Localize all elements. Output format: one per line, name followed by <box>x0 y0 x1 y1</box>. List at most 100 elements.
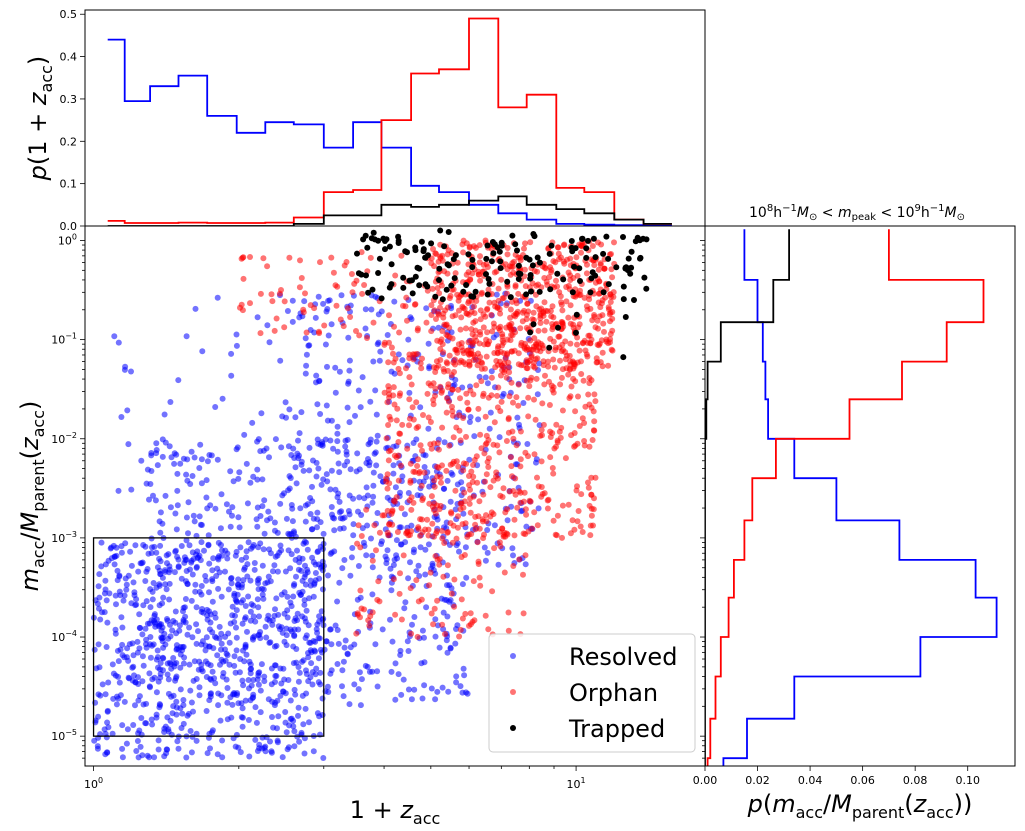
scatter-point-orphan <box>427 419 434 425</box>
scatter-point-resolved <box>269 714 275 720</box>
scatter-point-resolved <box>250 677 257 683</box>
scatter-point-resolved <box>277 357 284 364</box>
scatter-point-orphan <box>460 467 467 474</box>
scatter-point-resolved <box>273 595 280 602</box>
scatter-point-orphan <box>448 590 455 597</box>
scatter-point-resolved <box>299 658 305 665</box>
scatter-point-trapped <box>523 254 530 261</box>
scatter-point-orphan <box>538 305 545 312</box>
top-hist-resolved <box>107 38 672 226</box>
scatter-point-resolved <box>103 644 110 650</box>
scatter-point-resolved <box>271 612 278 619</box>
scatter-point-resolved <box>233 331 240 338</box>
scatter-point-orphan <box>375 578 382 585</box>
scatter-point-resolved <box>484 527 491 533</box>
scatter-point-resolved <box>139 678 146 685</box>
scatter-point-resolved <box>140 602 147 609</box>
scatter-point-resolved <box>188 448 195 455</box>
scatter-point-resolved <box>128 368 134 375</box>
scatter-point-resolved <box>369 499 376 506</box>
scatter-point-resolved <box>138 560 145 567</box>
scatter-point-resolved <box>124 726 131 733</box>
scatter-point-resolved <box>466 419 473 425</box>
scatter-point-resolved <box>339 683 345 690</box>
scatter-point-resolved <box>294 547 300 554</box>
scatter-point-trapped <box>412 273 419 280</box>
scatter-point-resolved <box>202 658 209 665</box>
scatter-point-resolved <box>462 544 469 551</box>
scatter-point-orphan <box>522 283 529 290</box>
scatter-point-orphan <box>444 529 451 536</box>
scatter-point-orphan <box>574 334 581 341</box>
scatter-point-resolved <box>388 668 395 675</box>
scatter-point-resolved <box>290 660 297 667</box>
scatter-point-orphan <box>341 262 348 269</box>
scatter-point-resolved <box>104 708 111 715</box>
scatter-point-resolved <box>177 664 184 671</box>
scatter-point-orphan <box>598 241 605 248</box>
scatter-point-orphan <box>592 398 599 405</box>
scatter-point-orphan <box>517 499 524 506</box>
scatter-point-resolved <box>289 505 296 512</box>
scatter-point-trapped <box>555 324 561 331</box>
scatter-point-resolved <box>193 676 200 682</box>
scatter-point-trapped <box>490 250 497 257</box>
scatter-point-resolved <box>392 696 399 703</box>
scatter-point-resolved <box>327 437 334 444</box>
scatter-point-resolved <box>373 462 380 469</box>
scatter-point-orphan <box>449 539 456 546</box>
scatter-point-trapped <box>546 344 553 351</box>
scatter-point-resolved <box>305 654 312 661</box>
scatter-point-orphan <box>393 417 400 424</box>
scatter-point-trapped <box>483 255 490 262</box>
scatter-point-orphan <box>584 261 590 268</box>
scatter-point-resolved <box>109 661 116 668</box>
scatter-point-resolved <box>484 380 491 387</box>
scatter-point-resolved <box>105 557 112 564</box>
scatter-point-resolved <box>252 736 259 743</box>
scatter-point-resolved <box>204 750 211 757</box>
scatter-point-resolved <box>302 518 309 525</box>
scatter-point-orphan <box>436 290 443 297</box>
scatter-point-resolved <box>133 748 140 754</box>
scatter-point-resolved <box>111 561 118 568</box>
scatter-point-orphan <box>522 340 529 347</box>
scatter-point-orphan <box>443 321 450 328</box>
scatter-point-orphan <box>539 400 546 407</box>
y-tick-label: 10−2 <box>51 431 77 446</box>
scatter-point-orphan <box>589 243 596 249</box>
scatter-point-orphan <box>568 383 575 390</box>
scatter-point-resolved <box>135 674 141 681</box>
scatter-point-orphan <box>430 621 437 628</box>
scatter-point-orphan <box>550 470 557 477</box>
scatter-point-resolved <box>118 549 125 556</box>
scatter-point-trapped <box>388 261 395 268</box>
scatter-point-orphan <box>356 332 363 339</box>
scatter-point-resolved <box>240 682 247 689</box>
scatter-point-resolved <box>129 664 136 671</box>
scatter-point-orphan <box>470 462 477 468</box>
scatter-point-resolved <box>282 568 289 575</box>
scatter-point-resolved <box>170 692 177 699</box>
scatter-point-resolved <box>193 621 200 628</box>
scatter-point-orphan <box>268 291 275 298</box>
scatter-point-resolved <box>486 425 493 432</box>
scatter-point-resolved <box>491 522 498 529</box>
scatter-point-resolved <box>122 540 129 547</box>
scatter-point-resolved <box>282 709 289 715</box>
scatter-point-orphan <box>371 522 378 529</box>
scatter-point-trapped <box>536 288 543 295</box>
scatter-point-resolved <box>421 464 428 470</box>
scatter-point-trapped <box>547 286 554 293</box>
scatter-point-resolved <box>411 614 418 620</box>
scatter-point-orphan <box>469 331 476 338</box>
scatter-point-orphan <box>562 455 569 462</box>
scatter-point-orphan <box>556 344 563 351</box>
scatter-point-trapped <box>355 270 362 277</box>
scatter-point-resolved <box>205 541 212 548</box>
scatter-point-orphan <box>599 349 606 356</box>
scatter-point-resolved <box>243 460 250 467</box>
scatter-point-trapped <box>643 285 650 292</box>
scatter-point-orphan <box>499 295 506 302</box>
scatter-point-orphan <box>498 398 505 405</box>
